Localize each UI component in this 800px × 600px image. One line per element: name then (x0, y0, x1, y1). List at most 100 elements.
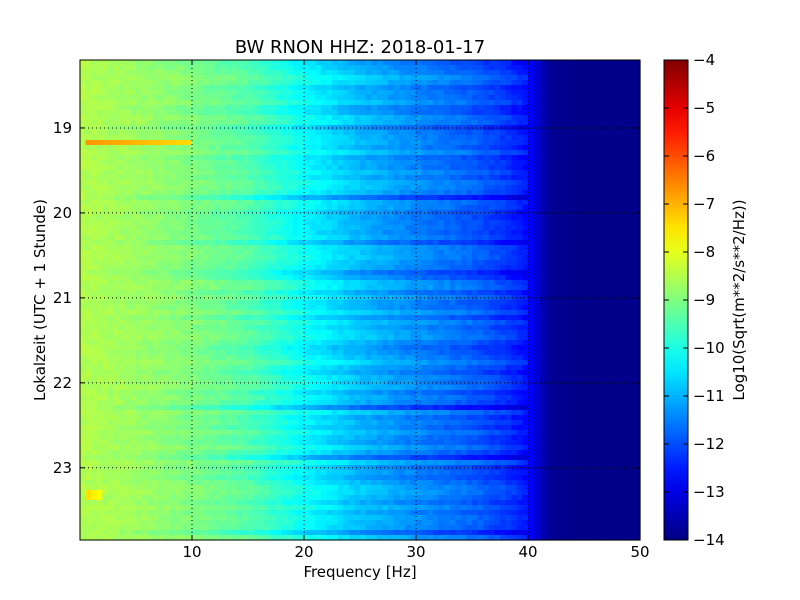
heatmap-cell (320, 150, 327, 156)
heatmap-cell (220, 115, 227, 121)
heatmap-cell (169, 290, 176, 296)
heatmap-cell (108, 295, 115, 301)
heatmap-cell (578, 270, 585, 276)
heatmap-cell (287, 200, 294, 206)
heatmap-cell (432, 260, 439, 266)
heatmap-cell (438, 150, 445, 156)
heatmap-cell (556, 235, 563, 241)
heatmap-cell (253, 200, 260, 206)
heatmap-cell (281, 245, 288, 251)
heatmap-cell (427, 95, 434, 101)
heatmap-cell (382, 205, 389, 211)
heatmap-cell (595, 155, 602, 161)
heatmap-cell (287, 300, 294, 306)
heatmap-cell (606, 290, 613, 296)
heatmap-cell (287, 75, 294, 81)
heatmap-cell (606, 190, 613, 196)
heatmap-cell (281, 145, 288, 151)
heatmap-cell (242, 245, 249, 251)
heatmap-cell (556, 180, 563, 186)
heatmap-cell (617, 265, 624, 271)
heatmap-cell (376, 135, 383, 141)
heatmap-cell (85, 70, 92, 76)
heatmap-cell (309, 250, 316, 256)
heatmap-cell (460, 140, 467, 146)
heatmap-cell (298, 240, 305, 246)
heatmap-cell (382, 175, 389, 181)
heatmap-cell (606, 195, 613, 201)
heatmap-cell (85, 160, 92, 166)
heatmap-cell (416, 265, 423, 271)
heatmap-cell (371, 220, 378, 226)
heatmap-cell (466, 220, 473, 226)
heatmap-cell (276, 200, 283, 206)
heatmap-cell (113, 170, 120, 176)
heatmap-cell (197, 280, 204, 286)
heatmap-cell (572, 220, 579, 226)
heatmap-cell (304, 100, 311, 106)
heatmap-cell (427, 190, 434, 196)
heatmap-cell (628, 290, 635, 296)
heatmap-cell (158, 150, 165, 156)
heatmap-cell (399, 60, 406, 66)
heatmap-cell (606, 90, 613, 96)
heatmap-cell (505, 70, 512, 76)
heatmap-cell (505, 250, 512, 256)
heatmap-cell (91, 175, 98, 181)
heatmap-cell (561, 160, 568, 166)
heatmap-cell (259, 60, 266, 66)
heatmap-cell (292, 295, 299, 301)
heatmap-cell (192, 175, 199, 181)
heatmap-cell (141, 150, 148, 156)
heatmap-cell (393, 120, 400, 126)
heatmap-cell (287, 240, 294, 246)
heatmap-cell (556, 175, 563, 181)
heatmap-cell (192, 215, 199, 221)
heatmap-cell (343, 135, 350, 141)
heatmap-cell (332, 230, 339, 236)
heatmap-cell (164, 130, 171, 136)
heatmap-cell (505, 270, 512, 276)
heatmap-cell (584, 125, 591, 131)
heatmap-cell (281, 80, 288, 86)
heatmap-cell (511, 85, 518, 91)
heatmap-cell (511, 170, 518, 176)
heatmap-cell (326, 300, 333, 306)
heatmap-cell (298, 275, 305, 281)
heatmap-cell (623, 165, 630, 171)
heatmap-cell (102, 80, 109, 86)
heatmap-cell (404, 265, 411, 271)
heatmap-cell (292, 75, 299, 81)
heatmap-cell (589, 80, 596, 86)
heatmap-cell (500, 195, 507, 201)
heatmap-cell (438, 185, 445, 191)
heatmap-cell (332, 120, 339, 126)
heatmap-cell (544, 165, 551, 171)
heatmap-cell (197, 195, 204, 201)
heatmap-cell (180, 130, 187, 136)
heatmap-cell (578, 120, 585, 126)
heatmap-cell (270, 155, 277, 161)
heatmap-cell (337, 230, 344, 236)
heatmap-cell (315, 85, 322, 91)
heatmap-cell (315, 265, 322, 271)
heatmap-cell (169, 155, 176, 161)
heatmap-cell (477, 70, 484, 76)
heatmap-cell (136, 150, 143, 156)
heatmap-cell (382, 140, 389, 146)
heatmap-cell (388, 70, 395, 76)
heatmap-cell (421, 60, 428, 66)
heatmap-cell (315, 65, 322, 71)
heatmap-cell (595, 265, 602, 271)
heatmap-cell (158, 280, 165, 286)
heatmap-cell (214, 120, 221, 126)
heatmap-cell (382, 65, 389, 71)
heatmap-cell (169, 105, 176, 111)
heatmap-cell (253, 150, 260, 156)
heatmap-cell (416, 145, 423, 151)
heatmap-cell (214, 215, 221, 221)
heatmap-cell (466, 70, 473, 76)
heatmap-cell (628, 260, 635, 266)
heatmap-cell (444, 130, 451, 136)
heatmap-cell (371, 130, 378, 136)
